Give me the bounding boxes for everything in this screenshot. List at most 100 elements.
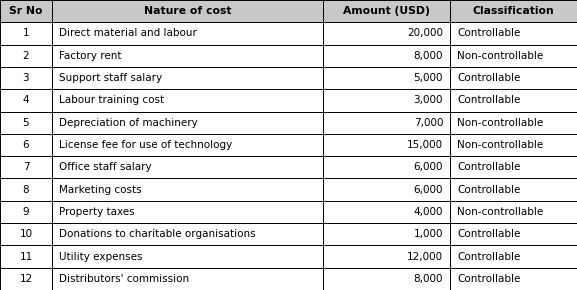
Bar: [323, 178, 450, 201]
Bar: [0, 201, 52, 223]
Text: Controllable: Controllable: [457, 274, 520, 284]
Text: Direct material and labour: Direct material and labour: [59, 28, 197, 39]
Bar: [323, 0, 450, 22]
Text: Distributors' commission: Distributors' commission: [59, 274, 189, 284]
Text: Controllable: Controllable: [457, 28, 520, 39]
Bar: [323, 245, 450, 268]
Bar: [323, 201, 450, 223]
Bar: [52, 112, 323, 134]
Text: Marketing costs: Marketing costs: [59, 185, 141, 195]
Bar: [0, 22, 52, 45]
Text: 3,000: 3,000: [414, 95, 443, 105]
Bar: [0, 45, 52, 67]
Bar: [52, 0, 323, 22]
Text: 6: 6: [23, 140, 29, 150]
Bar: [450, 223, 577, 245]
Bar: [450, 134, 577, 156]
Bar: [52, 67, 323, 89]
Bar: [323, 22, 450, 45]
Text: Controllable: Controllable: [457, 73, 520, 83]
Bar: [323, 89, 450, 112]
Bar: [450, 112, 577, 134]
Bar: [0, 67, 52, 89]
Bar: [323, 268, 450, 290]
Text: 1: 1: [23, 28, 29, 39]
Text: 10: 10: [20, 229, 32, 239]
Text: 11: 11: [20, 251, 32, 262]
Text: Non-controllable: Non-controllable: [457, 118, 543, 128]
Text: Factory rent: Factory rent: [59, 51, 121, 61]
Bar: [323, 45, 450, 67]
Bar: [450, 89, 577, 112]
Bar: [0, 134, 52, 156]
Bar: [0, 112, 52, 134]
Text: 7,000: 7,000: [414, 118, 443, 128]
Bar: [0, 245, 52, 268]
Bar: [450, 0, 577, 22]
Bar: [52, 89, 323, 112]
Text: Controllable: Controllable: [457, 162, 520, 172]
Bar: [450, 156, 577, 178]
Bar: [0, 0, 52, 22]
Text: Office staff salary: Office staff salary: [59, 162, 152, 172]
Bar: [323, 67, 450, 89]
Text: 15,000: 15,000: [407, 140, 443, 150]
Text: Labour training cost: Labour training cost: [59, 95, 164, 105]
Bar: [52, 134, 323, 156]
Text: Non-controllable: Non-controllable: [457, 140, 543, 150]
Text: Non-controllable: Non-controllable: [457, 51, 543, 61]
Bar: [0, 268, 52, 290]
Text: 12,000: 12,000: [407, 251, 443, 262]
Text: 8: 8: [23, 185, 29, 195]
Text: License fee for use of technology: License fee for use of technology: [59, 140, 232, 150]
Bar: [52, 245, 323, 268]
Text: 3: 3: [23, 73, 29, 83]
Bar: [450, 22, 577, 45]
Bar: [450, 268, 577, 290]
Bar: [0, 178, 52, 201]
Bar: [52, 223, 323, 245]
Bar: [450, 178, 577, 201]
Text: Non-controllable: Non-controllable: [457, 207, 543, 217]
Text: Controllable: Controllable: [457, 229, 520, 239]
Text: Support staff salary: Support staff salary: [59, 73, 162, 83]
Text: Controllable: Controllable: [457, 95, 520, 105]
Text: 1,000: 1,000: [414, 229, 443, 239]
Bar: [52, 45, 323, 67]
Text: 5,000: 5,000: [414, 73, 443, 83]
Text: Depreciation of machinery: Depreciation of machinery: [59, 118, 197, 128]
Text: 2: 2: [23, 51, 29, 61]
Text: Donations to charitable organisations: Donations to charitable organisations: [59, 229, 256, 239]
Bar: [0, 89, 52, 112]
Bar: [0, 156, 52, 178]
Text: 8,000: 8,000: [414, 274, 443, 284]
Text: Classification: Classification: [473, 6, 554, 16]
Bar: [450, 201, 577, 223]
Bar: [323, 134, 450, 156]
Bar: [450, 245, 577, 268]
Text: 8,000: 8,000: [414, 51, 443, 61]
Bar: [323, 223, 450, 245]
Text: Controllable: Controllable: [457, 185, 520, 195]
Text: 20,000: 20,000: [407, 28, 443, 39]
Text: Controllable: Controllable: [457, 251, 520, 262]
Text: Sr No: Sr No: [9, 6, 43, 16]
Text: Amount (USD): Amount (USD): [343, 6, 430, 16]
Bar: [52, 268, 323, 290]
Bar: [450, 67, 577, 89]
Text: 9: 9: [23, 207, 29, 217]
Bar: [0, 223, 52, 245]
Text: 7: 7: [23, 162, 29, 172]
Bar: [52, 201, 323, 223]
Text: 6,000: 6,000: [414, 185, 443, 195]
Text: Utility expenses: Utility expenses: [59, 251, 143, 262]
Bar: [450, 45, 577, 67]
Bar: [323, 112, 450, 134]
Text: 4: 4: [23, 95, 29, 105]
Text: Property taxes: Property taxes: [59, 207, 134, 217]
Text: 6,000: 6,000: [414, 162, 443, 172]
Bar: [323, 156, 450, 178]
Text: 12: 12: [20, 274, 32, 284]
Bar: [52, 178, 323, 201]
Text: Nature of cost: Nature of cost: [144, 6, 231, 16]
